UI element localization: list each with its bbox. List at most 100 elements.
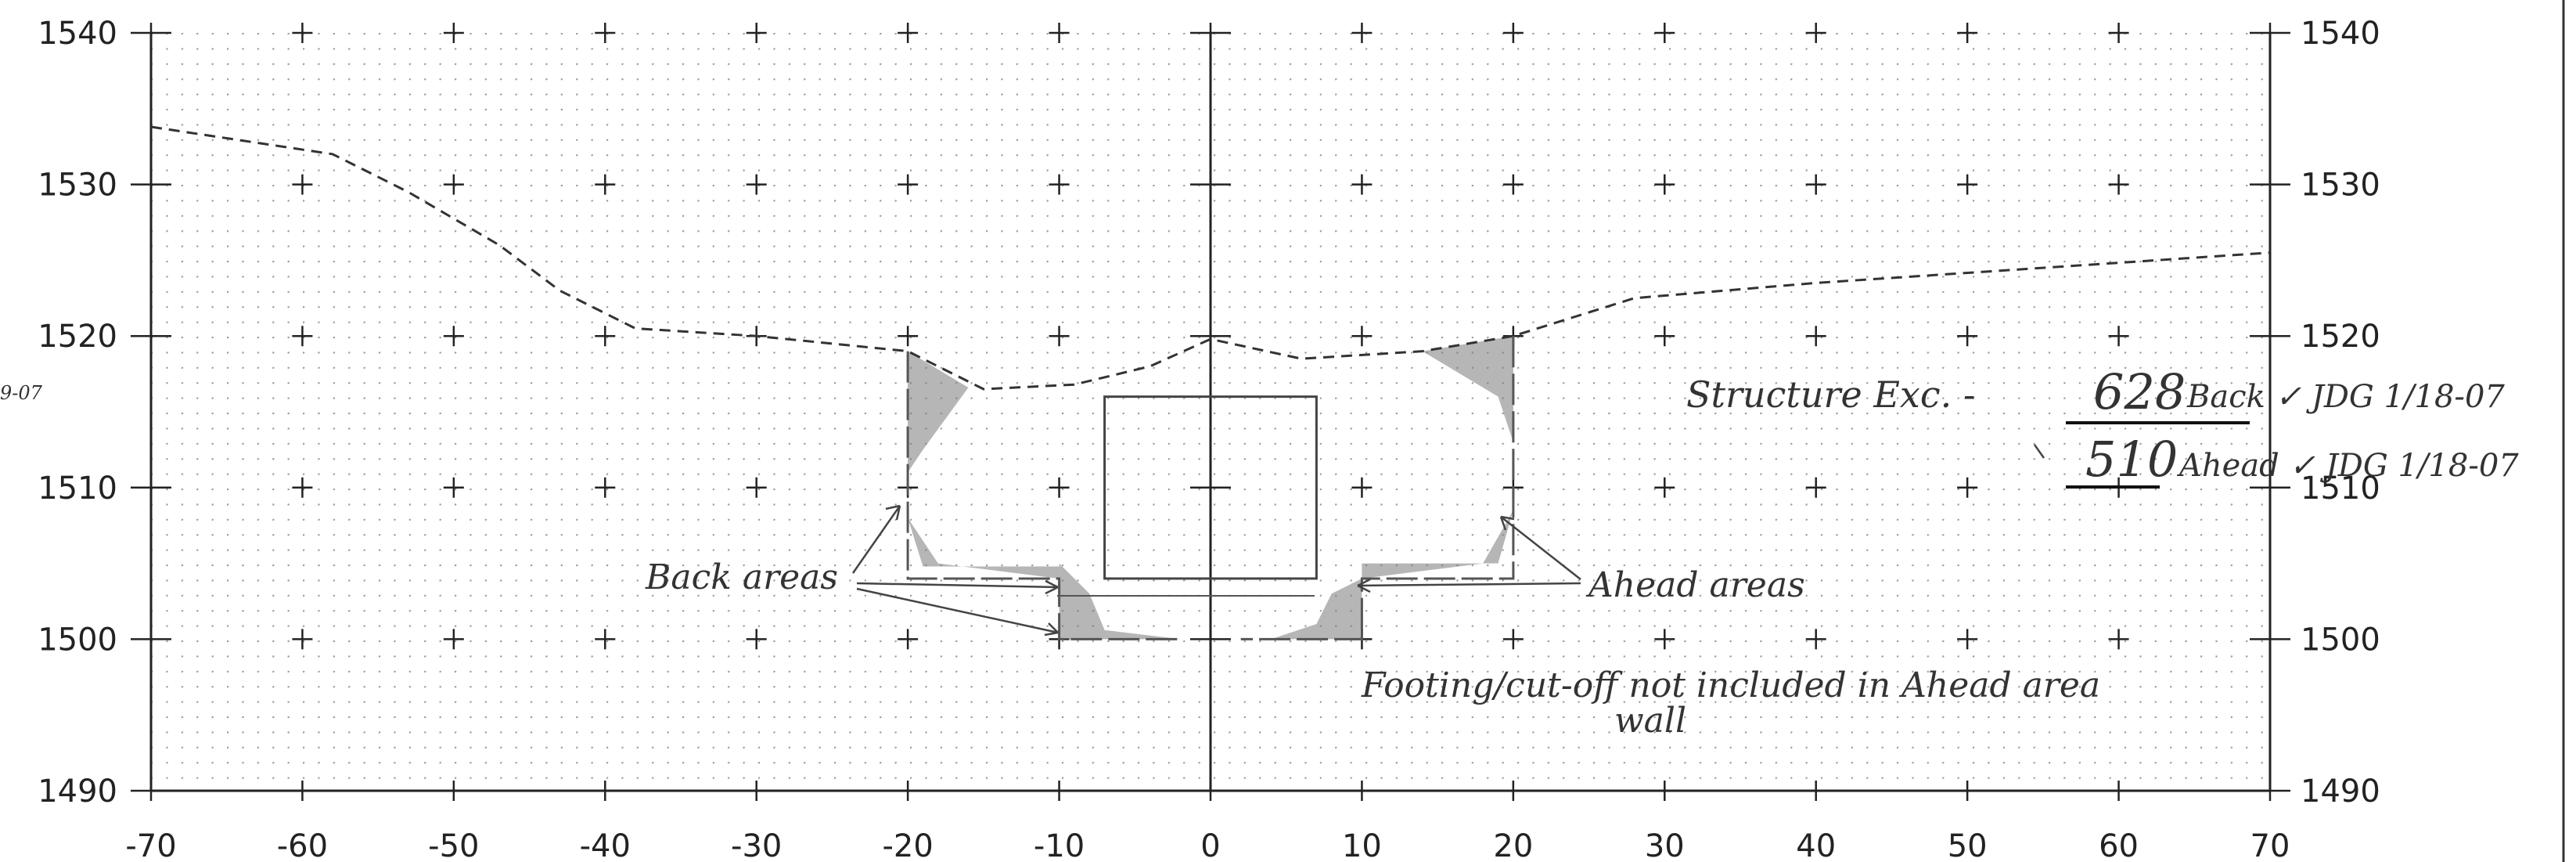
back-volume-value: 628 <box>2093 363 2186 420</box>
ahead-areas-leaders <box>1357 515 1581 593</box>
grid-plus-mark <box>2108 629 2129 650</box>
grid-plus-mark <box>443 477 464 498</box>
ground-profile-line <box>150 125 2271 391</box>
grid-plus-mark <box>595 629 616 650</box>
structure-exc-label: Structure Exc. - <box>1686 373 1975 416</box>
grid-plus-mark <box>1654 174 1675 195</box>
ahead-areas-shading <box>1271 336 1513 640</box>
y-tick-label-left: 1520 <box>38 319 117 355</box>
grid-plus-mark <box>2108 326 2129 347</box>
x-tick-label: 50 <box>1948 828 1988 862</box>
back-volume-unit: Back ✓ JDG 1/18-07 <box>2186 379 2505 415</box>
y-tick-label-left: 1540 <box>38 16 117 52</box>
grid-plus-mark <box>1351 23 1373 43</box>
x-tick-label: -10 <box>1034 828 1085 862</box>
grid-plus-mark <box>1654 629 1675 650</box>
y-tick-label-right: 1510 <box>2301 471 2380 507</box>
y-tick-label-left: 1500 <box>38 622 117 658</box>
grid-plus-mark <box>746 23 767 43</box>
grid-plus-mark <box>1351 477 1373 498</box>
grid-plus-mark <box>1957 23 1978 43</box>
y-axis-left-tick-labels: 1490 1500 1510 1520 1530 1540 <box>38 16 117 810</box>
back-areas-leaders <box>851 504 1059 637</box>
pencil-shading <box>1362 510 1513 579</box>
grid-plus-mark <box>443 326 464 347</box>
x-tick-label: -40 <box>580 828 631 862</box>
ahead-areas-outline <box>1240 336 1515 640</box>
grid-plus-mark <box>1351 174 1373 195</box>
grid-plus-mark <box>1957 174 1978 195</box>
grid-plus-mark <box>2108 23 2129 43</box>
grid-plus-mark <box>292 174 313 195</box>
grid-plus-mark <box>1049 477 1070 498</box>
ahead-volume-unit: Ahead ✓ JDG 1/18-07 <box>2176 448 2519 484</box>
grid-plus-mark <box>1805 174 1826 195</box>
y-tick-label-right: 1500 <box>2301 622 2380 658</box>
grid-plus-mark <box>1502 629 1524 650</box>
grid-plus-mark <box>1654 326 1675 347</box>
footing-note-line2: wall <box>1614 701 1686 741</box>
grid-plus-mark <box>443 174 464 195</box>
ahead-areas-label: Ahead areas <box>1585 565 1805 605</box>
x-tick-label: -30 <box>731 828 782 862</box>
grid-plus-mark <box>1502 23 1524 43</box>
grid-plus-mark <box>292 326 313 347</box>
grid-plus-mark <box>595 174 616 195</box>
x-tick-label: 0 <box>1200 828 1220 862</box>
pencil-shading <box>1059 563 1181 640</box>
grid-plus-mark <box>595 477 616 498</box>
grid-plus-mark <box>292 629 313 650</box>
y-tick-label-left: 1510 <box>38 471 117 507</box>
grid-plus-mark <box>1805 23 1826 43</box>
pencil-shading <box>908 518 1060 579</box>
y-tick-label-right: 1490 <box>2301 774 2380 810</box>
y-tick-label-right: 1530 <box>2301 168 2380 204</box>
x-tick-label: -20 <box>882 828 933 862</box>
back-areas-outline <box>906 351 1181 640</box>
grid-plus-mark <box>1805 326 1826 347</box>
y-tick-label-right: 1540 <box>2301 16 2380 52</box>
grid-plus-mark <box>292 477 313 498</box>
x-tick-label: 30 <box>1645 828 1685 862</box>
grid-plus-mark <box>898 23 919 43</box>
tick-mark <box>2033 444 2045 459</box>
y-tick-label-right: 1520 <box>2301 319 2380 355</box>
grid-plus-mark <box>1654 477 1675 498</box>
x-tick-label: 40 <box>1796 828 1836 862</box>
grid-plus-mark <box>746 477 767 498</box>
grid-plus-mark <box>595 326 616 347</box>
grid-plus-mark <box>898 326 919 347</box>
x-tick-label: 20 <box>1493 828 1533 862</box>
back-areas-label: Back areas <box>645 557 838 597</box>
grid-plus-mark <box>443 629 464 650</box>
left-margin-fragment: 9-07 <box>0 382 43 404</box>
grid-plus-mark <box>1805 629 1826 650</box>
x-tick-label: 70 <box>2250 828 2290 862</box>
grid-plus-mark <box>1502 174 1524 195</box>
y-tick-label-left: 1530 <box>38 168 117 204</box>
grid-plus-mark <box>2108 174 2129 195</box>
grid-plus-mark <box>746 629 767 650</box>
grid-plus-mark <box>1049 326 1070 347</box>
pencil-shading <box>1271 579 1362 640</box>
footing-note-line1: Footing/cut-off not included in Ahead ar… <box>1361 665 2100 705</box>
grid-plus-mark <box>1957 477 1978 498</box>
grid-plus-mark <box>292 23 313 43</box>
grid-plus-mark <box>1805 477 1826 498</box>
grid-plus-mark <box>746 174 767 195</box>
grid-plus-mark <box>1351 326 1373 347</box>
y-axis-right-tick-labels: 1490 1500 1510 1520 1530 1540 <box>2301 16 2380 810</box>
back-areas-shading <box>908 351 1181 640</box>
x-tick-label: -60 <box>277 828 328 862</box>
axis-frame <box>149 33 2272 792</box>
pencil-shading <box>1422 336 1513 442</box>
grid-plus-mark <box>443 23 464 43</box>
grid-plus-mark <box>898 629 919 650</box>
grid-plus-mark <box>898 174 919 195</box>
x-tick-label: -70 <box>125 828 176 862</box>
grid-plus-mark <box>1049 174 1070 195</box>
x-tick-label: -50 <box>428 828 479 862</box>
y-tick-label-left: 1490 <box>38 774 117 810</box>
grid-plus-mark <box>1957 326 1978 347</box>
